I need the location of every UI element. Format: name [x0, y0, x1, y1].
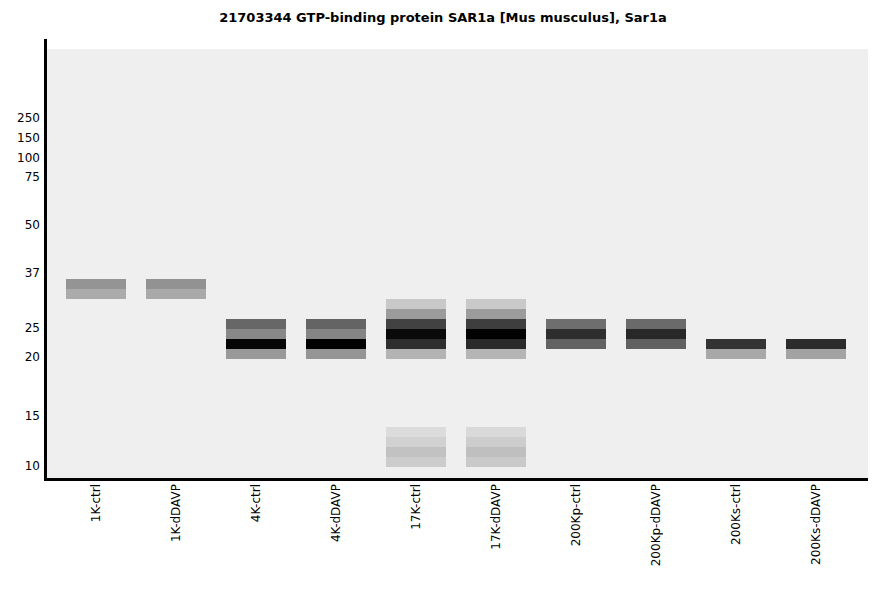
gel-band	[626, 329, 686, 339]
gel-band	[626, 339, 686, 349]
gel-band	[466, 299, 526, 309]
gel-band	[386, 427, 446, 437]
gel-band	[546, 329, 606, 339]
y-tick-label: 15	[4, 409, 40, 423]
y-axis-line	[44, 39, 47, 481]
gel-band	[386, 447, 446, 457]
gel-band	[786, 339, 846, 349]
x-axis-label: 200Kp-ctrl	[568, 484, 584, 546]
gel-band	[466, 339, 526, 349]
gel-band	[466, 319, 526, 329]
y-tick-label: 50	[4, 218, 40, 232]
gel-band	[466, 309, 526, 319]
y-tick-label: 25	[4, 321, 40, 335]
gel-band	[66, 279, 126, 289]
y-tick-label: 37	[4, 266, 40, 280]
gel-band	[466, 447, 526, 457]
gel-band	[546, 339, 606, 349]
gel-band	[386, 339, 446, 349]
gel-band	[226, 329, 286, 339]
x-axis-label: 200Ks-dDAVP	[808, 484, 824, 565]
gel-band	[306, 339, 366, 349]
x-axis-label: 200Kp-dDAVP	[648, 484, 664, 566]
gel-band	[386, 319, 446, 329]
gel-band	[626, 319, 686, 329]
gel-band	[386, 349, 446, 359]
gel-band	[226, 319, 286, 329]
gel-band	[466, 437, 526, 447]
gel-band	[466, 329, 526, 339]
gel-band	[226, 349, 286, 359]
y-tick-label: 75	[4, 170, 40, 184]
virtual-western-blot-figure: 21703344 GTP-binding protein SAR1a [Mus …	[0, 0, 886, 595]
gel-band	[306, 349, 366, 359]
x-axis-label: 1K-dDAVP	[168, 484, 184, 542]
gel-band	[226, 339, 286, 349]
gel-band	[386, 437, 446, 447]
gel-band	[706, 339, 766, 349]
y-tick-label: 20	[4, 350, 40, 364]
chart-title: 21703344 GTP-binding protein SAR1a [Mus …	[0, 10, 886, 25]
y-tick-label: 250	[4, 111, 40, 125]
gel-band	[146, 279, 206, 289]
gel-band	[546, 319, 606, 329]
gel-band	[146, 289, 206, 299]
x-axis-label: 17K-dDAVP	[488, 484, 504, 550]
x-axis-label: 17K-ctrl	[408, 484, 424, 530]
plot-area	[47, 49, 868, 478]
x-axis-label: 4K-ctrl	[248, 484, 264, 522]
gel-band	[466, 427, 526, 437]
gel-band	[386, 309, 446, 319]
gel-band	[306, 329, 366, 339]
gel-band	[386, 329, 446, 339]
x-axis-label: 200Ks-ctrl	[728, 484, 744, 545]
y-tick-label: 150	[4, 131, 40, 145]
x-axis-label: 4K-dDAVP	[328, 484, 344, 542]
gel-band	[306, 319, 366, 329]
y-tick-label: 100	[4, 151, 40, 165]
gel-band	[66, 289, 126, 299]
gel-band	[786, 349, 846, 359]
x-axis-label: 1K-ctrl	[88, 484, 104, 522]
x-axis-line	[44, 478, 868, 481]
gel-band	[386, 299, 446, 309]
y-tick-label: 10	[4, 459, 40, 473]
gel-band	[386, 457, 446, 467]
gel-band	[466, 349, 526, 359]
gel-band	[466, 457, 526, 467]
gel-band	[706, 349, 766, 359]
